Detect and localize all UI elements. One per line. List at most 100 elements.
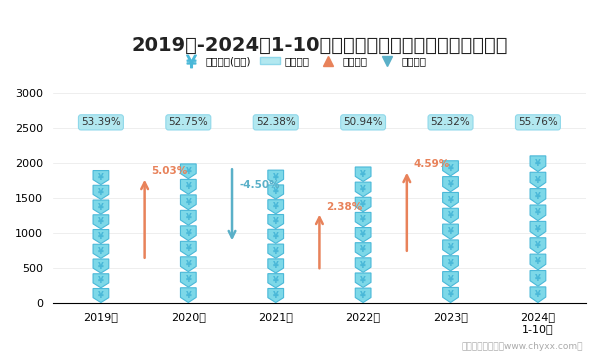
PathPatch shape xyxy=(530,271,546,286)
Text: 52.75%: 52.75% xyxy=(168,117,208,127)
PathPatch shape xyxy=(93,244,109,258)
PathPatch shape xyxy=(180,272,196,287)
Text: ¥: ¥ xyxy=(448,211,453,220)
PathPatch shape xyxy=(180,257,196,272)
PathPatch shape xyxy=(355,167,371,182)
Text: ¥: ¥ xyxy=(98,173,104,182)
PathPatch shape xyxy=(530,189,546,204)
PathPatch shape xyxy=(530,287,546,303)
PathPatch shape xyxy=(443,240,459,255)
Text: ¥: ¥ xyxy=(186,244,191,253)
Text: 50.94%: 50.94% xyxy=(343,117,383,127)
Legend: 累计保费(亿元), 寿险占比, 同比增加, 同比减少: 累计保费(亿元), 寿险占比, 同比增加, 同比减少 xyxy=(177,52,430,70)
Text: ¥: ¥ xyxy=(535,274,541,283)
Text: ¥: ¥ xyxy=(535,241,541,250)
Text: ¥: ¥ xyxy=(98,203,104,211)
Text: ¥: ¥ xyxy=(273,276,279,285)
PathPatch shape xyxy=(443,287,459,303)
Text: ¥: ¥ xyxy=(98,232,104,241)
Text: 52.38%: 52.38% xyxy=(256,117,296,127)
PathPatch shape xyxy=(180,164,196,179)
Text: ¥: ¥ xyxy=(360,245,366,255)
PathPatch shape xyxy=(355,273,371,287)
PathPatch shape xyxy=(268,185,284,199)
PathPatch shape xyxy=(268,170,284,184)
Text: 制图：智研咨询（www.chyxx.com）: 制图：智研咨询（www.chyxx.com） xyxy=(462,342,583,351)
Text: ¥: ¥ xyxy=(186,213,191,222)
PathPatch shape xyxy=(443,224,459,239)
Text: ¥: ¥ xyxy=(448,275,453,284)
PathPatch shape xyxy=(355,213,371,227)
Text: ¥: ¥ xyxy=(273,188,279,197)
PathPatch shape xyxy=(530,172,546,188)
Text: ¥: ¥ xyxy=(273,291,279,300)
PathPatch shape xyxy=(180,288,196,303)
Text: ¥: ¥ xyxy=(273,173,279,182)
Text: ¥: ¥ xyxy=(535,290,541,299)
Text: 2.38%: 2.38% xyxy=(326,202,362,212)
Text: ¥: ¥ xyxy=(448,227,453,236)
PathPatch shape xyxy=(355,288,371,303)
PathPatch shape xyxy=(268,274,284,288)
Text: ¥: ¥ xyxy=(535,257,541,267)
PathPatch shape xyxy=(530,221,546,237)
Text: ¥: ¥ xyxy=(448,164,453,173)
PathPatch shape xyxy=(180,226,196,241)
PathPatch shape xyxy=(180,179,196,194)
Text: ¥: ¥ xyxy=(448,180,453,189)
Text: 55.76%: 55.76% xyxy=(518,117,558,127)
PathPatch shape xyxy=(530,238,546,253)
Text: ¥: ¥ xyxy=(360,276,366,285)
Text: ¥: ¥ xyxy=(273,202,279,211)
PathPatch shape xyxy=(443,177,459,192)
PathPatch shape xyxy=(180,241,196,256)
Text: ¥: ¥ xyxy=(98,262,104,271)
Text: ¥: ¥ xyxy=(360,291,366,300)
Text: ¥: ¥ xyxy=(186,275,191,284)
Text: 5.03%: 5.03% xyxy=(151,166,188,176)
PathPatch shape xyxy=(93,230,109,244)
Text: ¥: ¥ xyxy=(98,217,104,226)
PathPatch shape xyxy=(268,200,284,214)
Text: ¥: ¥ xyxy=(448,259,453,268)
Text: ¥: ¥ xyxy=(273,217,279,226)
Text: ¥: ¥ xyxy=(535,176,541,185)
Text: ¥: ¥ xyxy=(360,170,366,179)
Text: ¥: ¥ xyxy=(535,225,541,234)
Text: ¥: ¥ xyxy=(186,229,191,238)
Text: ¥: ¥ xyxy=(360,230,366,239)
Text: ¥: ¥ xyxy=(98,291,104,300)
PathPatch shape xyxy=(268,259,284,273)
PathPatch shape xyxy=(180,210,196,225)
PathPatch shape xyxy=(93,274,109,288)
PathPatch shape xyxy=(355,182,371,197)
Text: ¥: ¥ xyxy=(448,290,453,299)
PathPatch shape xyxy=(530,205,546,221)
PathPatch shape xyxy=(443,193,459,208)
Text: ¥: ¥ xyxy=(186,167,191,176)
Text: ¥: ¥ xyxy=(98,247,104,256)
PathPatch shape xyxy=(93,200,109,214)
PathPatch shape xyxy=(355,243,371,257)
PathPatch shape xyxy=(355,227,371,242)
PathPatch shape xyxy=(268,229,284,244)
PathPatch shape xyxy=(530,254,546,270)
PathPatch shape xyxy=(355,258,371,272)
PathPatch shape xyxy=(443,256,459,271)
PathPatch shape xyxy=(93,288,109,303)
Text: 53.39%: 53.39% xyxy=(81,117,121,127)
PathPatch shape xyxy=(180,195,196,210)
Text: ¥: ¥ xyxy=(186,290,191,300)
Text: 4.59%: 4.59% xyxy=(414,159,450,169)
PathPatch shape xyxy=(443,272,459,287)
Text: ¥: ¥ xyxy=(360,200,366,209)
Text: 52.32%: 52.32% xyxy=(431,117,471,127)
Text: ¥: ¥ xyxy=(360,215,366,224)
Text: ¥: ¥ xyxy=(360,185,366,194)
PathPatch shape xyxy=(268,288,284,303)
PathPatch shape xyxy=(443,208,459,224)
Text: ¥: ¥ xyxy=(273,232,279,241)
PathPatch shape xyxy=(355,197,371,212)
PathPatch shape xyxy=(93,259,109,273)
Text: ¥: ¥ xyxy=(360,261,366,269)
